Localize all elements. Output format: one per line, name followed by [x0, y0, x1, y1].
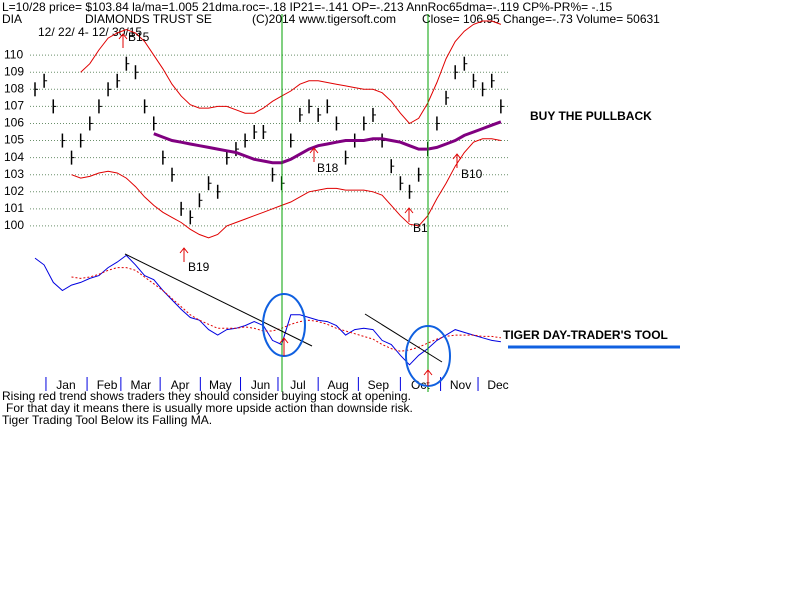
annotation: TIGER DAY-TRADER'S TOOL — [503, 328, 668, 342]
x-tick-label: Jun — [251, 378, 270, 392]
fund-name: DIAMONDS TRUST SE — [85, 12, 212, 26]
series-line — [153, 120, 502, 165]
x-tick-label: May — [209, 378, 232, 392]
annotation: B1 — [413, 221, 428, 235]
dates: 12/ 22/ 4- 12/ 30/15 — [38, 25, 142, 39]
stats: L=10/28 price= $103.84 la/ma=1.005 21dma… — [2, 0, 612, 14]
footer-line: For that day it means there is usually m… — [6, 401, 413, 415]
annotation: B18 — [317, 161, 339, 175]
y-tick-label: 104 — [4, 150, 24, 164]
x-tick-label: Feb — [97, 378, 118, 392]
x-tick-label: Dec — [487, 378, 508, 392]
y-tick-label: 109 — [4, 64, 24, 78]
annotation: B15 — [128, 30, 150, 44]
y-tick-label: 102 — [4, 184, 24, 198]
annotation: B19 — [188, 260, 210, 274]
close: Close= 106.95 Change=-.73 Volume= 50631 — [422, 12, 660, 26]
x-tick-label: Apr — [171, 378, 190, 392]
trend-line — [364, 313, 443, 363]
copyright: (C)2014 www.tigersoft.com — [252, 12, 396, 26]
annotation: BUY THE PULLBACK — [530, 109, 652, 123]
plot: 100 101 102 103 104 105 106 107 108 109 110 Jan Feb M… — [4, 20, 510, 392]
y-tick-label: 101 — [4, 201, 24, 215]
series-line — [71, 138, 501, 239]
series-line — [80, 20, 502, 125]
y-tick-label: 106 — [4, 116, 24, 130]
x-tick-label: Sep — [368, 378, 390, 392]
x-tick-label: Jul — [290, 378, 305, 392]
y-tick-label: 110 — [4, 47, 23, 61]
y-tick-label: 103 — [4, 167, 24, 181]
y-tick-label: 105 — [4, 133, 24, 147]
x-tick-label: Aug — [327, 378, 348, 392]
series-line — [34, 254, 501, 366]
footer-line: Rising red trend shows traders they shou… — [2, 389, 411, 403]
x-tick-label: Mar — [131, 378, 152, 392]
y-tick-label: 108 — [4, 81, 24, 95]
footer-line: Tiger Trading Tool Below its Falling MA. — [2, 413, 212, 427]
series-line — [71, 267, 501, 352]
trend-line — [124, 253, 313, 347]
annotation: B10 — [461, 167, 483, 181]
x-tick-label: Nov — [450, 378, 471, 392]
arrows — [118, 33, 462, 386]
symbol: DIA — [2, 12, 22, 26]
y-tick-label: 107 — [4, 99, 24, 113]
y-tick-label: 100 — [4, 218, 24, 232]
x-tick-label: Jan — [56, 378, 75, 392]
